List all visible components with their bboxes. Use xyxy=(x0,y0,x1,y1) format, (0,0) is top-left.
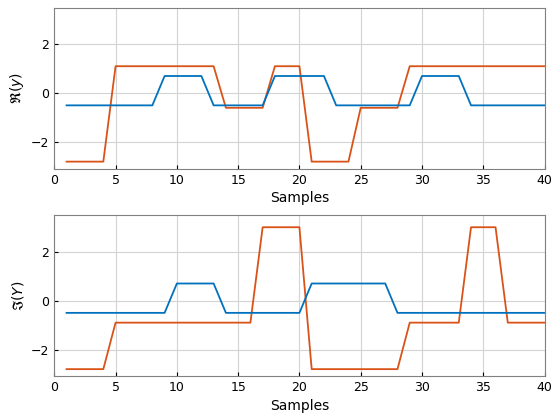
X-axis label: Samples: Samples xyxy=(270,399,329,412)
X-axis label: Samples: Samples xyxy=(270,191,329,205)
Y-axis label: $\mathfrak{I}(Y)$: $\mathfrak{I}(Y)$ xyxy=(10,281,26,311)
Y-axis label: $\mathfrak{R}(y)$: $\mathfrak{R}(y)$ xyxy=(7,72,26,104)
